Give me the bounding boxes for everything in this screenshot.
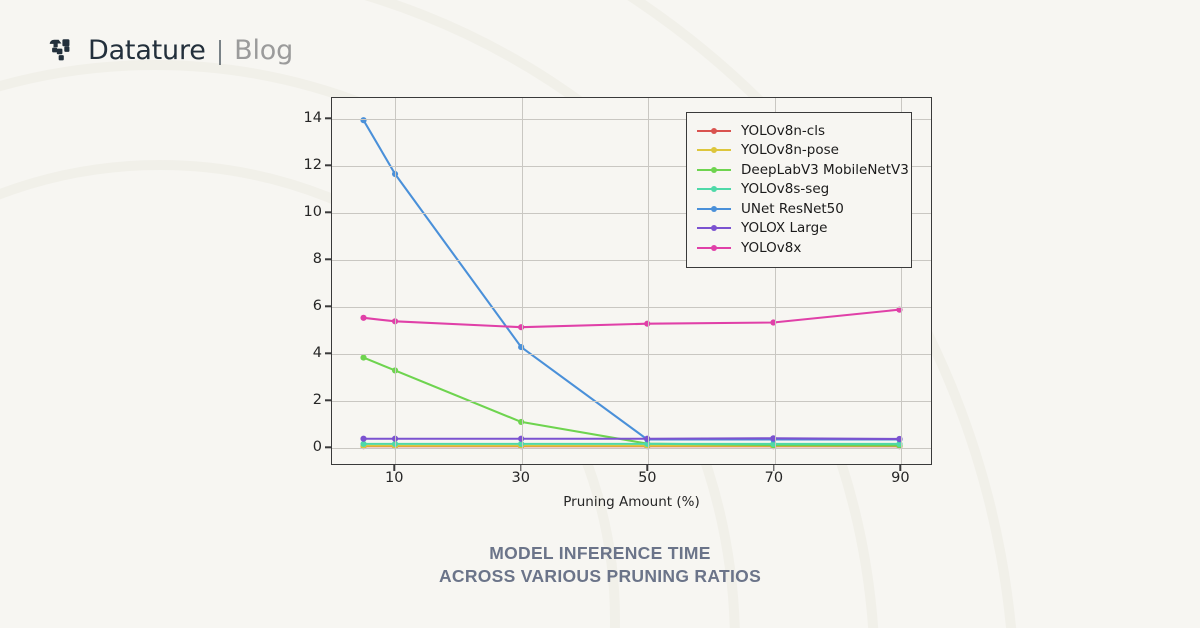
x-tick-mark xyxy=(520,465,522,471)
gridline-vertical xyxy=(648,98,650,464)
series-marker xyxy=(896,440,903,447)
gridline-vertical xyxy=(774,98,776,464)
legend-label: UNet ResNet50 xyxy=(741,200,844,217)
y-tick-label: 8 xyxy=(312,251,322,268)
legend-label: YOLOv8n-pose xyxy=(741,142,839,159)
gridline-vertical xyxy=(395,98,397,464)
legend-swatch-icon xyxy=(697,125,731,137)
series-marker xyxy=(391,367,399,374)
legend-item[interactable]: DeepLabV3 MobileNetV3 xyxy=(697,160,909,180)
y-tick-label: 2 xyxy=(312,392,322,409)
y-tick-mark xyxy=(325,258,331,260)
legend-item[interactable]: YOLOv8n-cls xyxy=(697,121,901,141)
x-tick-mark xyxy=(773,465,775,471)
caption-line-1: MODEL INFERENCE TIME xyxy=(489,543,711,563)
series-marker xyxy=(644,435,651,442)
datature-logo-icon xyxy=(46,35,76,65)
gridline-horizontal xyxy=(332,166,931,168)
series-marker xyxy=(391,440,399,447)
legend-label: YOLOv8n-cls xyxy=(741,122,826,139)
gridline-horizontal xyxy=(332,213,931,215)
legend-swatch-icon xyxy=(697,144,731,156)
gridline-horizontal xyxy=(332,260,931,262)
series-marker xyxy=(360,314,367,321)
x-tick-mark xyxy=(393,465,395,471)
series-line xyxy=(362,119,901,441)
x-tick-label: 10 xyxy=(385,470,404,486)
y-tick-mark xyxy=(325,211,331,213)
legend-label: YOLOX Large xyxy=(741,220,828,237)
y-tick-label: 10 xyxy=(303,204,322,221)
brand-section-label: Blog xyxy=(234,34,294,66)
x-tick-mark xyxy=(899,465,902,471)
legend-label: YOLOv8x xyxy=(741,239,802,256)
gridline-horizontal xyxy=(332,401,931,403)
gridline-horizontal xyxy=(332,119,931,121)
series-marker xyxy=(391,435,399,442)
gridline-vertical xyxy=(901,98,903,464)
gridline-horizontal xyxy=(332,448,931,450)
series-marker xyxy=(360,435,367,442)
legend-item[interactable]: YOLOv8s-seg xyxy=(697,180,901,200)
series-line xyxy=(362,356,901,447)
legend-item[interactable]: YOLOv8n-pose xyxy=(697,141,901,161)
legend-swatch-icon xyxy=(697,203,731,215)
y-tick-mark xyxy=(325,305,331,307)
series-marker xyxy=(644,320,651,327)
legend-swatch-icon xyxy=(697,164,731,176)
y-tick-label: 6 xyxy=(312,298,322,315)
gridline-vertical xyxy=(521,98,523,464)
x-tick-mark xyxy=(646,465,649,471)
series-line xyxy=(362,308,901,329)
x-tick-label: 30 xyxy=(511,470,531,486)
series-marker xyxy=(391,318,399,325)
brand-divider: | xyxy=(215,35,225,65)
brand-name: Datature xyxy=(88,34,206,66)
series-marker xyxy=(360,354,367,361)
x-tick-label: 70 xyxy=(764,470,784,486)
legend-item[interactable]: UNet ResNet50 xyxy=(697,199,901,219)
series-marker xyxy=(391,170,399,178)
y-tick-label: 4 xyxy=(312,345,322,362)
gridline-horizontal xyxy=(332,354,931,356)
legend-swatch-icon xyxy=(697,183,731,195)
y-tick-mark xyxy=(325,446,331,449)
legend-swatch-icon xyxy=(697,222,731,234)
legend-swatch-icon xyxy=(697,242,731,254)
legend-item[interactable]: YOLOv8x xyxy=(697,238,901,258)
chart-legend: YOLOv8n-cls YOLOv8n-pose DeepLabV3 MobileN… xyxy=(686,112,912,268)
y-tick-mark xyxy=(325,352,331,354)
legend-item[interactable]: YOLOX Large xyxy=(697,219,901,239)
series-marker xyxy=(360,440,367,447)
y-tick-mark xyxy=(325,164,331,166)
y-tick-label: 14 xyxy=(303,110,322,127)
y-tick-label: 0 xyxy=(312,439,322,456)
legend-label: DeepLabV3 MobileNetV3 xyxy=(741,161,909,178)
brand-wordmark: Datature | Blog xyxy=(88,35,293,66)
series-marker xyxy=(360,117,367,124)
y-tick-mark xyxy=(325,399,331,402)
series-marker xyxy=(896,435,903,443)
x-axis-label: Pruning Amount (%) xyxy=(563,494,700,510)
caption-line-2: ACROSS VARIOUS PRUNING RATIOS xyxy=(438,566,762,586)
figure-caption: MODEL INFERENCE TIME ACROSS VARIOUS PRUN… xyxy=(0,542,1200,588)
legend-label: YOLOv8s-seg xyxy=(741,181,830,198)
page-header: Datature | Blog xyxy=(46,28,293,72)
series-layer xyxy=(360,117,903,450)
chart-figure: Model Inference Time per Image (s/img) P… xyxy=(276,88,946,518)
y-tick-label: 12 xyxy=(303,157,322,174)
y-tick-mark xyxy=(325,117,331,119)
x-tick-label: 90 xyxy=(891,470,910,486)
x-tick-label: 50 xyxy=(638,470,657,486)
gridline-horizontal xyxy=(332,307,931,309)
series-line xyxy=(362,437,901,441)
